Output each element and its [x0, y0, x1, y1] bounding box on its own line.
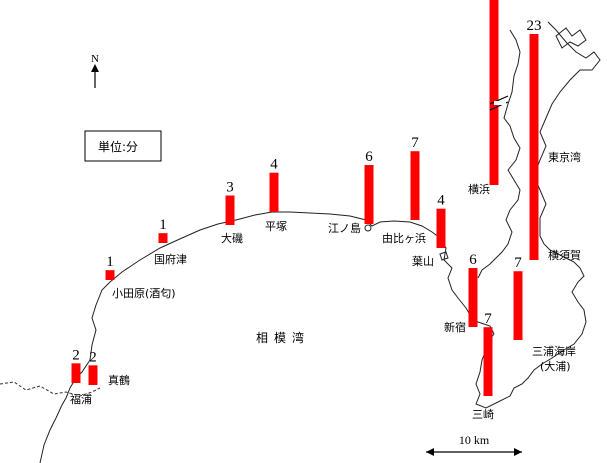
bar-loc-10 [483, 327, 493, 396]
place-label-loc-14: 横須賀 [548, 248, 581, 262]
value-label-loc-0: 2 [89, 349, 97, 365]
value-label-loc-6: 6 [365, 149, 373, 165]
place-label-loc-4: 大磯 [221, 231, 243, 245]
bar-loc-3 [158, 233, 168, 243]
unit-legend: 単位:分 [84, 130, 162, 162]
north-arrow: N [91, 53, 99, 88]
bar-loc-1 [71, 363, 81, 383]
value-label-loc-9: 6 [469, 252, 477, 268]
place-label-loc-11: 三浦海岸 [532, 344, 576, 358]
bar-loc-2 [105, 270, 115, 280]
bar-loc-11 [513, 271, 523, 340]
bar-loc-0 [88, 365, 98, 385]
north-label: N [91, 53, 99, 65]
arrival-bars [71, 0, 539, 396]
bar-loc-6 [364, 165, 374, 224]
unit-label: 単位:分 [98, 139, 138, 154]
bar-loc-9 [468, 268, 478, 327]
value-label-loc-10: 7 [484, 311, 492, 327]
bar-loc-8 [436, 208, 446, 248]
enoshima-island [364, 224, 372, 232]
place-label-loc-12: 横浜 [468, 182, 490, 196]
sagami-coastline [39, 211, 587, 463]
place-label-loc-8: 葉山 [412, 254, 434, 268]
bar-loc-5 [269, 172, 279, 212]
bar-loc-4 [225, 195, 235, 225]
place-label-loc-10: 三崎 [472, 407, 494, 421]
place-label-loc-9: 新宿 [444, 320, 466, 334]
value-label-loc-7: 7 [411, 135, 419, 151]
arrival-values: 2211346746772323 [72, 18, 542, 365]
place-label-loc-0: 真鶴 [108, 373, 130, 387]
hayama-islet [439, 251, 449, 261]
place-label-loc-2: 小田原(酒匂) [112, 287, 176, 300]
value-label-loc-8: 4 [437, 193, 445, 209]
bar-break-mark [489, 95, 509, 111]
place-label-loc-5: 平塚 [265, 220, 287, 233]
sea-label: 相模湾 [256, 330, 310, 345]
bar-loc-12 [489, 0, 499, 185]
place-label-loc-6: 江ノ島 [328, 221, 361, 235]
place-label-line2-loc-11: (大浦) [540, 359, 571, 373]
scale-label: 10 km [459, 433, 490, 447]
place-label-loc-1: 福浦 [70, 392, 92, 406]
scale-bar: 10 km [426, 433, 522, 456]
value-label-loc-3: 1 [159, 217, 167, 233]
value-label-loc-2: 1 [106, 254, 114, 270]
bar-loc-13 [529, 34, 539, 260]
place-label-loc-3: 国府津 [154, 252, 187, 266]
value-label-loc-1: 2 [72, 347, 80, 363]
place-label-loc-7: 由比ヶ浜 [382, 231, 426, 245]
value-label-loc-4: 3 [226, 180, 234, 196]
value-label-loc-11: 7 [514, 255, 522, 271]
value-label-loc-13: 23 [527, 18, 542, 34]
value-label-loc-5: 4 [270, 157, 278, 173]
tokyo-bay-west-shore [477, 29, 521, 279]
place-label-loc-13: 東京湾 [548, 150, 581, 164]
bar-loc-7 [410, 151, 420, 220]
harbour-outline [555, 27, 587, 49]
tokyo-bay-east-shore [533, 21, 601, 226]
